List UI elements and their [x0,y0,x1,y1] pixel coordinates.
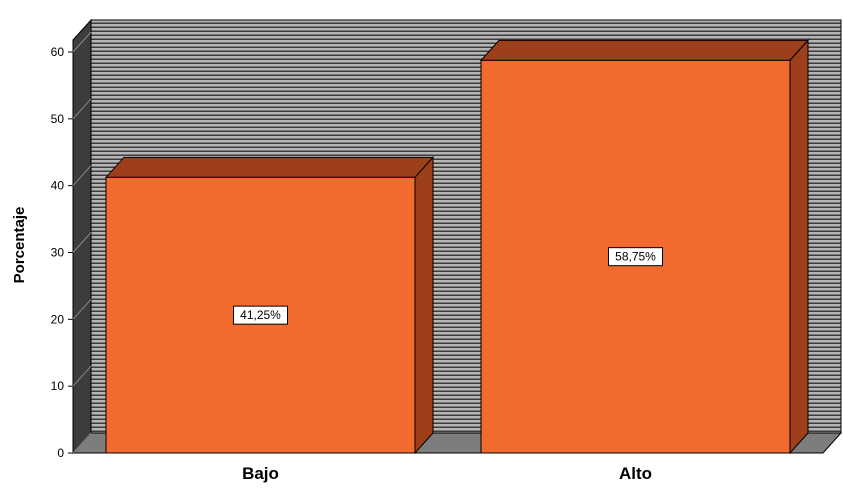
category-labels: Bajo Alto [242,464,652,483]
x-category-label: Alto [619,464,652,483]
bar-side [414,156,434,455]
y-gridline [72,298,92,320]
y-axis: 0 10 20 30 40 50 60 [51,31,92,460]
y-gridline [72,232,92,253]
y-tick-label: 40 [51,179,65,193]
data-label: 58,75% [615,250,656,264]
y-gridline [72,432,92,454]
y-gridline [72,365,92,387]
data-label-box [233,305,288,325]
data-label: 41,25% [240,308,281,322]
bar-top [479,39,810,61]
y-gridline [72,98,92,120]
bar-top [104,156,435,178]
bars: 41,25% 58,75% [104,39,810,455]
bar-side [789,39,809,455]
y-tick-label: 10 [51,379,65,393]
data-label-box [608,247,663,267]
y-tick-label: 30 [51,246,65,260]
y-axis-title: Porcentaje [11,207,28,284]
y-tick-label: 20 [51,312,65,326]
side-wall [72,18,92,455]
y-tick-label: 50 [51,112,65,126]
y-tick-label: 0 [57,446,64,460]
x-category-label: Bajo [242,464,279,483]
y-gridline [72,165,92,187]
y-tick-label: 60 [51,45,65,59]
y-gridline [72,31,92,53]
